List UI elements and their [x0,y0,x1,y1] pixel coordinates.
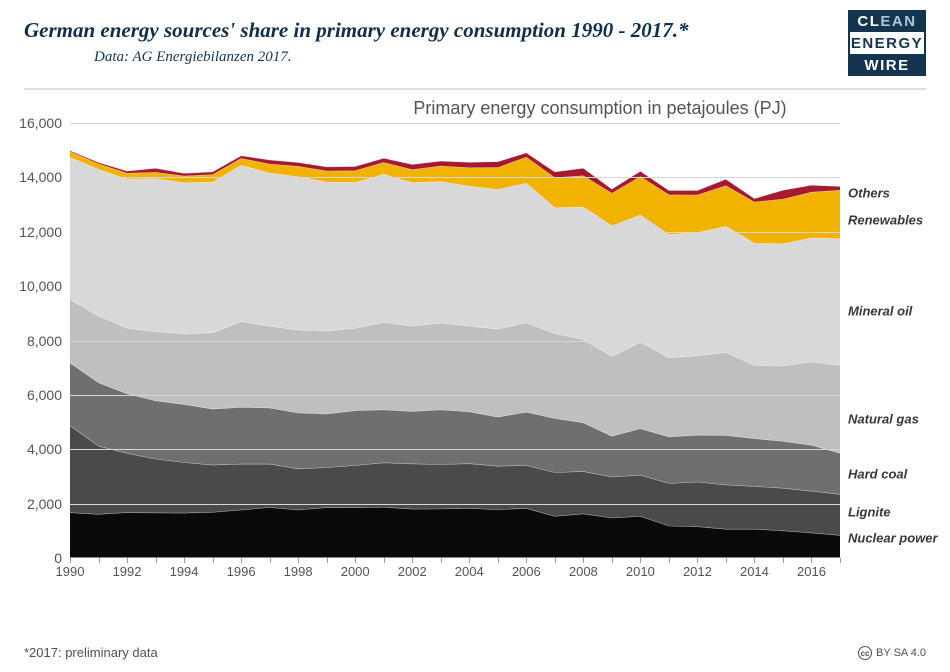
chart-title: Primary energy consumption in petajoules… [250,98,950,119]
x-axis-label: 2002 [398,558,427,579]
gridline [70,341,840,342]
stacked-area-chart: 02,0004,0006,0008,00010,00012,00014,0001… [70,123,840,558]
gridline [70,177,840,178]
x-axis-label: 2004 [455,558,484,579]
x-tick [270,558,271,563]
gridline [70,286,840,287]
x-axis-label: 2006 [512,558,541,579]
x-tick [783,558,784,563]
x-axis-label: 2016 [797,558,826,579]
x-tick [327,558,328,563]
x-axis-label: 2000 [341,558,370,579]
x-axis-label: 1996 [227,558,256,579]
x-tick [441,558,442,563]
license-badge: cc BY SA 4.0 [858,646,926,660]
x-tick [99,558,100,563]
footnote: *2017: preliminary data [24,645,158,660]
logo-row-1: CLEAN [848,10,926,32]
gridline [70,449,840,450]
y-axis-label: 10,000 [19,278,70,294]
y-axis-label: 14,000 [19,169,70,185]
gridline [70,395,840,396]
x-axis-label: 1992 [113,558,142,579]
x-axis-label: 2008 [569,558,598,579]
x-axis-label: 1994 [170,558,199,579]
series-label-hard-coal: Hard coal [840,467,907,482]
gridline [70,504,840,505]
y-axis-label: 8,000 [27,333,70,349]
series-label-lignite: Lignite [840,504,891,519]
series-label-mineral-oil: Mineral oil [840,303,912,318]
series-label-others: Others [840,185,890,200]
brand-logo: CLEAN ENERGY WIRE [848,10,926,76]
gridline [70,123,840,124]
x-axis-label: 2012 [683,558,712,579]
x-axis-label: 1990 [56,558,85,579]
x-axis-label: 1998 [284,558,313,579]
x-tick [726,558,727,563]
x-tick [384,558,385,563]
page-subtitle: Data: AG Energiebilanzen 2017. [94,49,926,66]
header-divider [24,88,926,90]
y-axis-label: 4,000 [27,441,70,457]
series-label-natural-gas: Natural gas [840,411,919,426]
x-tick [156,558,157,563]
x-tick [840,558,841,563]
x-axis-label: 2014 [740,558,769,579]
gridline [70,232,840,233]
x-tick [213,558,214,563]
page-title: German energy sources' share in primary … [24,18,826,43]
x-tick [669,558,670,563]
x-axis-label: 2010 [626,558,655,579]
logo-row-2: ENERGY [848,32,926,54]
x-tick [555,558,556,563]
y-axis-label: 16,000 [19,115,70,131]
y-axis-label: 2,000 [27,496,70,512]
series-label-nuclear-power: Nuclear power [840,530,938,545]
cc-icon: cc [858,646,872,660]
logo-row-3: WIRE [848,54,926,76]
license-text: BY SA 4.0 [876,647,926,659]
series-label-renewables: Renewables [840,212,923,227]
y-axis-label: 6,000 [27,387,70,403]
x-tick [612,558,613,563]
x-tick [498,558,499,563]
y-axis-label: 12,000 [19,224,70,240]
